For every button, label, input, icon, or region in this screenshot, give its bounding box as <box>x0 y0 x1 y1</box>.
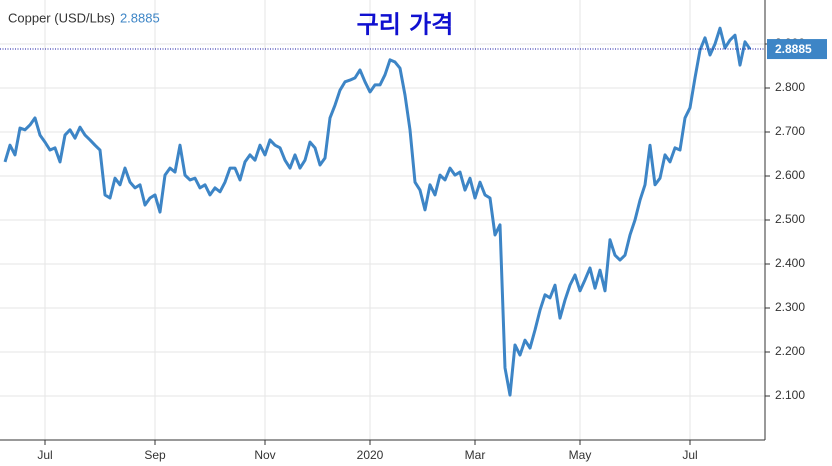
y-tick-label: 2.200 <box>775 344 805 358</box>
x-tick-label: Nov <box>254 448 275 462</box>
x-tick-label: Mar <box>465 448 486 462</box>
x-tick-label: 2020 <box>357 448 384 462</box>
y-tick-label: 2.600 <box>775 168 805 182</box>
grid <box>0 0 765 440</box>
y-tick-label: 2.400 <box>775 256 805 270</box>
y-tick-label: 2.800 <box>775 80 805 94</box>
last-value-box <box>767 39 827 60</box>
x-tick-label: May <box>569 448 592 462</box>
last-value-tag: 2.8885 <box>0 39 827 60</box>
y-tick-label: 2.300 <box>775 300 805 314</box>
last-value-label: 2.8885 <box>775 42 812 56</box>
x-tick-label: Jul <box>682 448 697 462</box>
series-name: Copper (USD/Lbs) <box>8 10 115 25</box>
x-tick-label: Jul <box>37 448 52 462</box>
chart-title: 구리 가격 <box>357 10 454 39</box>
plot-area <box>3 26 752 397</box>
y-tick-label: 2.100 <box>775 388 805 402</box>
x-tick-label: Sep <box>144 448 166 462</box>
line <box>3 26 752 397</box>
y-tick-label: 2.700 <box>775 124 805 138</box>
y-tick-label: 2.500 <box>775 212 805 226</box>
last-value: 2.8885 <box>120 10 160 25</box>
